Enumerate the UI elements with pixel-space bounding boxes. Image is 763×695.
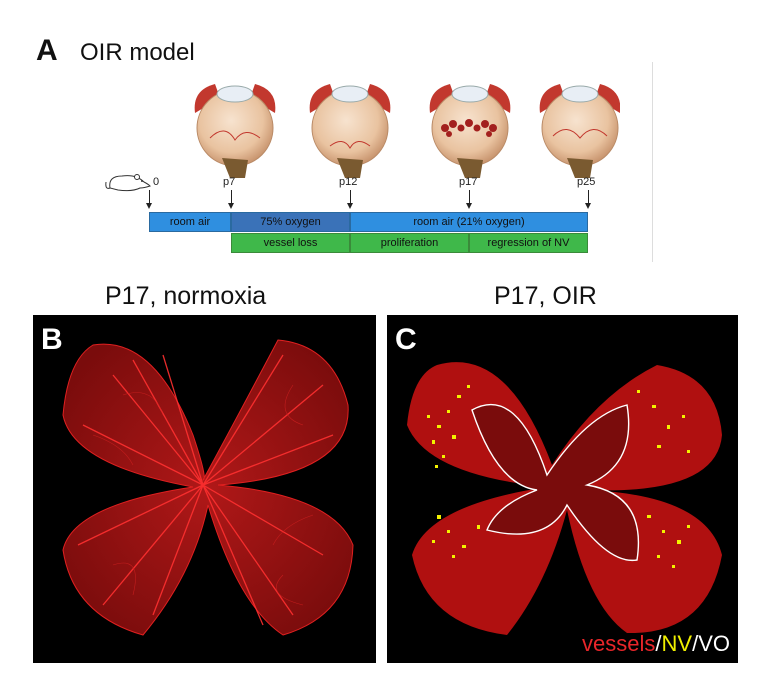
panel-b-letter: B [41, 323, 63, 356]
timepoint-label: p25 [577, 176, 596, 188]
retina-normoxia-image [62, 339, 354, 636]
eye-icon-p7 [194, 84, 276, 178]
bar-room-air-21: room air (21% oxygen) [350, 212, 588, 232]
timepoint-arrow [585, 190, 591, 209]
legend-vo: VO [698, 631, 730, 656]
eye-icon-p25 [539, 84, 620, 178]
timepoint-arrow [146, 190, 152, 209]
panel-c-letter: C [395, 323, 417, 356]
bar-oxygen: 75% oxygen [231, 212, 350, 232]
panel-c-image: C vessels/NV/VO [387, 315, 738, 663]
bar-regression: regression of NV [469, 233, 588, 253]
timepoint-label: p17 [459, 176, 478, 188]
timepoint-label: 0 [153, 176, 160, 188]
bar-vessel-loss: vessel loss [231, 233, 350, 253]
panel-b-image: B [33, 315, 376, 663]
legend-separator: / [655, 631, 662, 656]
panel-a-letter: A [36, 34, 58, 67]
panel-b-title: P17, normoxia [105, 282, 267, 310]
legend-separator: / [692, 631, 699, 656]
bar-proliferation: proliferation [350, 233, 469, 253]
eye-icon-p17 [429, 84, 511, 178]
timepoint-arrow [228, 190, 234, 209]
panel-c-title: P17, OIR [494, 282, 597, 310]
timepoint-arrow [347, 190, 353, 209]
retina-oir-image [407, 362, 722, 635]
timepoint-label: p7 [223, 176, 236, 188]
timepoint-arrow [466, 190, 472, 209]
panel-a-title: OIR model [80, 39, 195, 66]
panel-c-legend: vessels/NV/VO [582, 631, 730, 657]
timepoint-label: p12 [339, 176, 358, 188]
mouse-icon [105, 174, 151, 192]
panel-a-divider [652, 62, 653, 262]
legend-vessels: vessels [582, 631, 656, 656]
bar-room-air: room air [149, 212, 231, 232]
eye-icon-p12 [309, 84, 391, 178]
eye-illustrations [194, 84, 620, 178]
legend-nv: NV [661, 631, 693, 656]
